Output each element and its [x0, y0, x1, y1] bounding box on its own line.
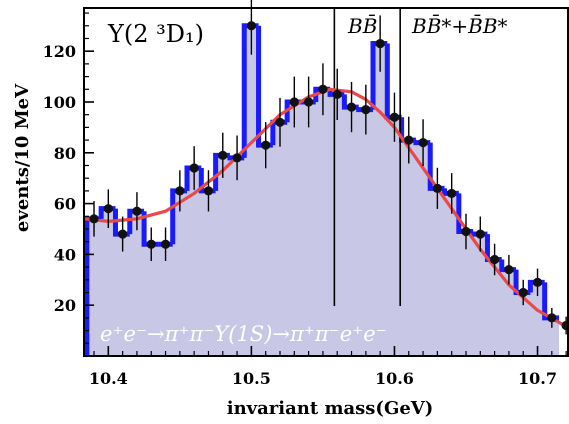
data-point: [175, 186, 185, 196]
data-point: [146, 239, 156, 249]
y-tick-label: 40: [54, 245, 76, 264]
data-point: [232, 153, 242, 163]
data-point: [132, 206, 142, 216]
data-point: [160, 239, 171, 249]
x-tick-label: 10.4: [89, 369, 128, 388]
plot-frame: [83, 7, 569, 357]
data-point: [504, 265, 514, 275]
data-point: [532, 277, 543, 287]
chart-title: Υ(2 ³D₁): [107, 20, 204, 48]
data-point: [404, 135, 414, 145]
data-point: [118, 229, 128, 239]
threshold-label-bb: BB̄: [347, 13, 377, 38]
axes: 10.4 10.5 10.6 10.7 20 40 60 80 100 120: [43, 7, 569, 388]
y-tick-label: 120: [43, 42, 76, 61]
data-point: [318, 84, 328, 94]
x-axis-title: invariant mass(GeV): [227, 398, 434, 419]
data-point: [418, 138, 428, 148]
data-point: [432, 183, 442, 193]
threshold-lines: [333, 8, 401, 306]
decay-annotation: e⁺e⁻→π⁺π⁻Υ(1S)→π⁺π⁻e⁺e⁻: [100, 322, 387, 346]
data-point: [261, 140, 271, 150]
x-tick-label: 10.6: [375, 369, 414, 388]
data-point: [332, 89, 342, 99]
y-tick-label: 60: [54, 195, 76, 214]
data-point: [275, 117, 285, 127]
data-point: [246, 21, 256, 31]
data-point: [547, 313, 557, 323]
data-point: [289, 97, 299, 107]
data-point: [447, 188, 457, 199]
y-tick-label: 20: [54, 296, 76, 315]
histogram-fill: [86, 25, 559, 357]
data-points-layer: [89, 0, 569, 335]
data-point: [518, 287, 528, 298]
x-tick-label: 10.7: [518, 369, 557, 388]
data-point: [346, 102, 357, 112]
data-point: [361, 105, 371, 115]
data-point: [203, 186, 214, 196]
threshold-label-bbstar: BB̄*+B̄B*: [411, 13, 508, 38]
data-point: [189, 163, 199, 173]
data-point: [103, 204, 113, 214]
y-tick-label: 100: [43, 93, 76, 112]
data-point: [389, 112, 400, 122]
data-point: [375, 38, 385, 49]
y-axis-title: events/10 MeV: [12, 83, 33, 232]
data-point: [475, 229, 485, 239]
y-tick-label: 80: [54, 144, 76, 163]
x-tick-label: 10.5: [232, 369, 271, 388]
data-point: [89, 214, 99, 224]
data-point: [304, 97, 314, 107]
data-point: [490, 254, 500, 265]
data-point: [218, 150, 228, 160]
data-point: [461, 226, 471, 237]
